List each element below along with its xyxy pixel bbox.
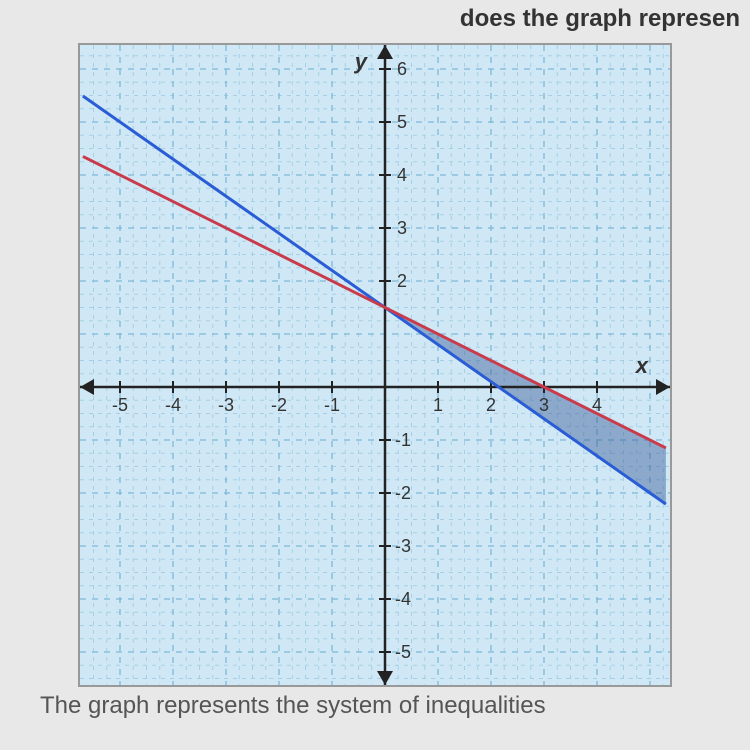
- question-text-fragment: does the graph represen: [0, 0, 750, 38]
- answer-text-fragment: The graph represents the system of inequ…: [0, 687, 750, 725]
- y-tick-label: 3: [397, 218, 407, 238]
- y-axis-label: y: [354, 49, 369, 74]
- y-tick-label: 4: [397, 165, 407, 185]
- y-tick-label: -4: [395, 589, 411, 609]
- x-tick-label: 1: [433, 395, 443, 415]
- x-tick-label: 2: [486, 395, 496, 415]
- y-tick-label: 6: [397, 59, 407, 79]
- graph-svg: -5-4-3-2-11234-5-4-3-2-123456xy: [80, 45, 670, 685]
- y-tick-label: 2: [397, 271, 407, 291]
- x-tick-label: -4: [165, 395, 181, 415]
- x-tick-label: -5: [112, 395, 128, 415]
- x-axis-label: x: [635, 353, 649, 378]
- x-tick-label: -2: [271, 395, 287, 415]
- inequality-graph: -5-4-3-2-11234-5-4-3-2-123456xy: [78, 43, 672, 687]
- x-tick-label: -1: [324, 395, 340, 415]
- y-tick-label: -2: [395, 483, 411, 503]
- y-tick-label: 5: [397, 112, 407, 132]
- y-tick-label: -1: [395, 430, 411, 450]
- x-tick-label: 3: [539, 395, 549, 415]
- y-tick-label: -5: [395, 642, 411, 662]
- graph-bg: [80, 45, 670, 685]
- x-tick-label: -3: [218, 395, 234, 415]
- y-tick-label: -3: [395, 536, 411, 556]
